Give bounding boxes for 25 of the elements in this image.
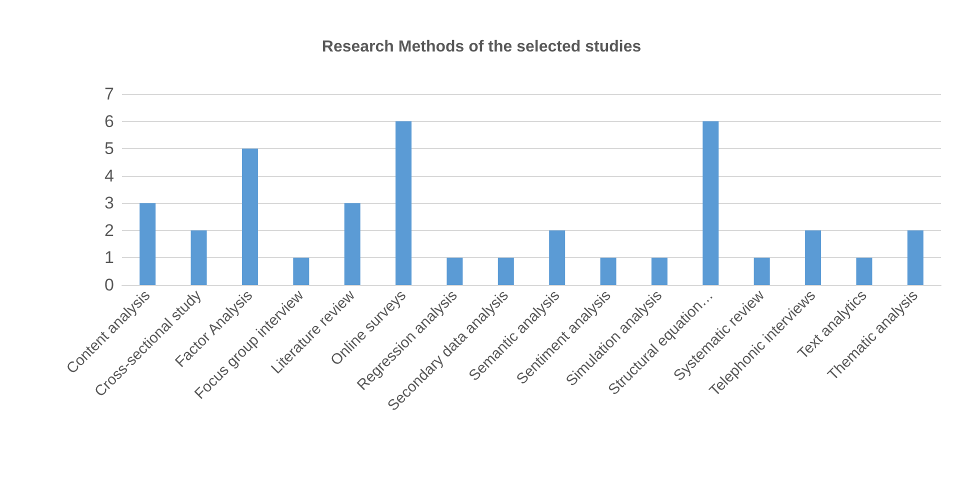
bar <box>190 230 207 285</box>
y-tick-label: 0 <box>104 276 114 294</box>
bar <box>907 230 924 285</box>
y-tick-label: 1 <box>104 248 114 268</box>
bar <box>702 121 719 285</box>
y-tick-label: 4 <box>104 166 114 186</box>
bar <box>600 258 616 285</box>
bar <box>446 258 463 285</box>
y-tick-label: 3 <box>104 194 114 213</box>
bar <box>754 258 770 285</box>
y-tick-label: 7 <box>104 84 114 104</box>
bar <box>805 230 822 285</box>
bar <box>140 203 156 285</box>
bar <box>856 258 872 285</box>
bar <box>651 258 668 285</box>
chart-title: Research Methods of the selected studies <box>322 38 642 56</box>
bar <box>344 203 360 285</box>
bar <box>549 230 566 285</box>
bar <box>293 258 310 285</box>
y-tick-label: 6 <box>104 112 114 131</box>
y-tick-label: 2 <box>104 220 114 240</box>
bar <box>396 121 412 285</box>
bar <box>498 258 514 285</box>
bar <box>242 148 258 285</box>
y-tick-label: 5 <box>104 139 114 158</box>
